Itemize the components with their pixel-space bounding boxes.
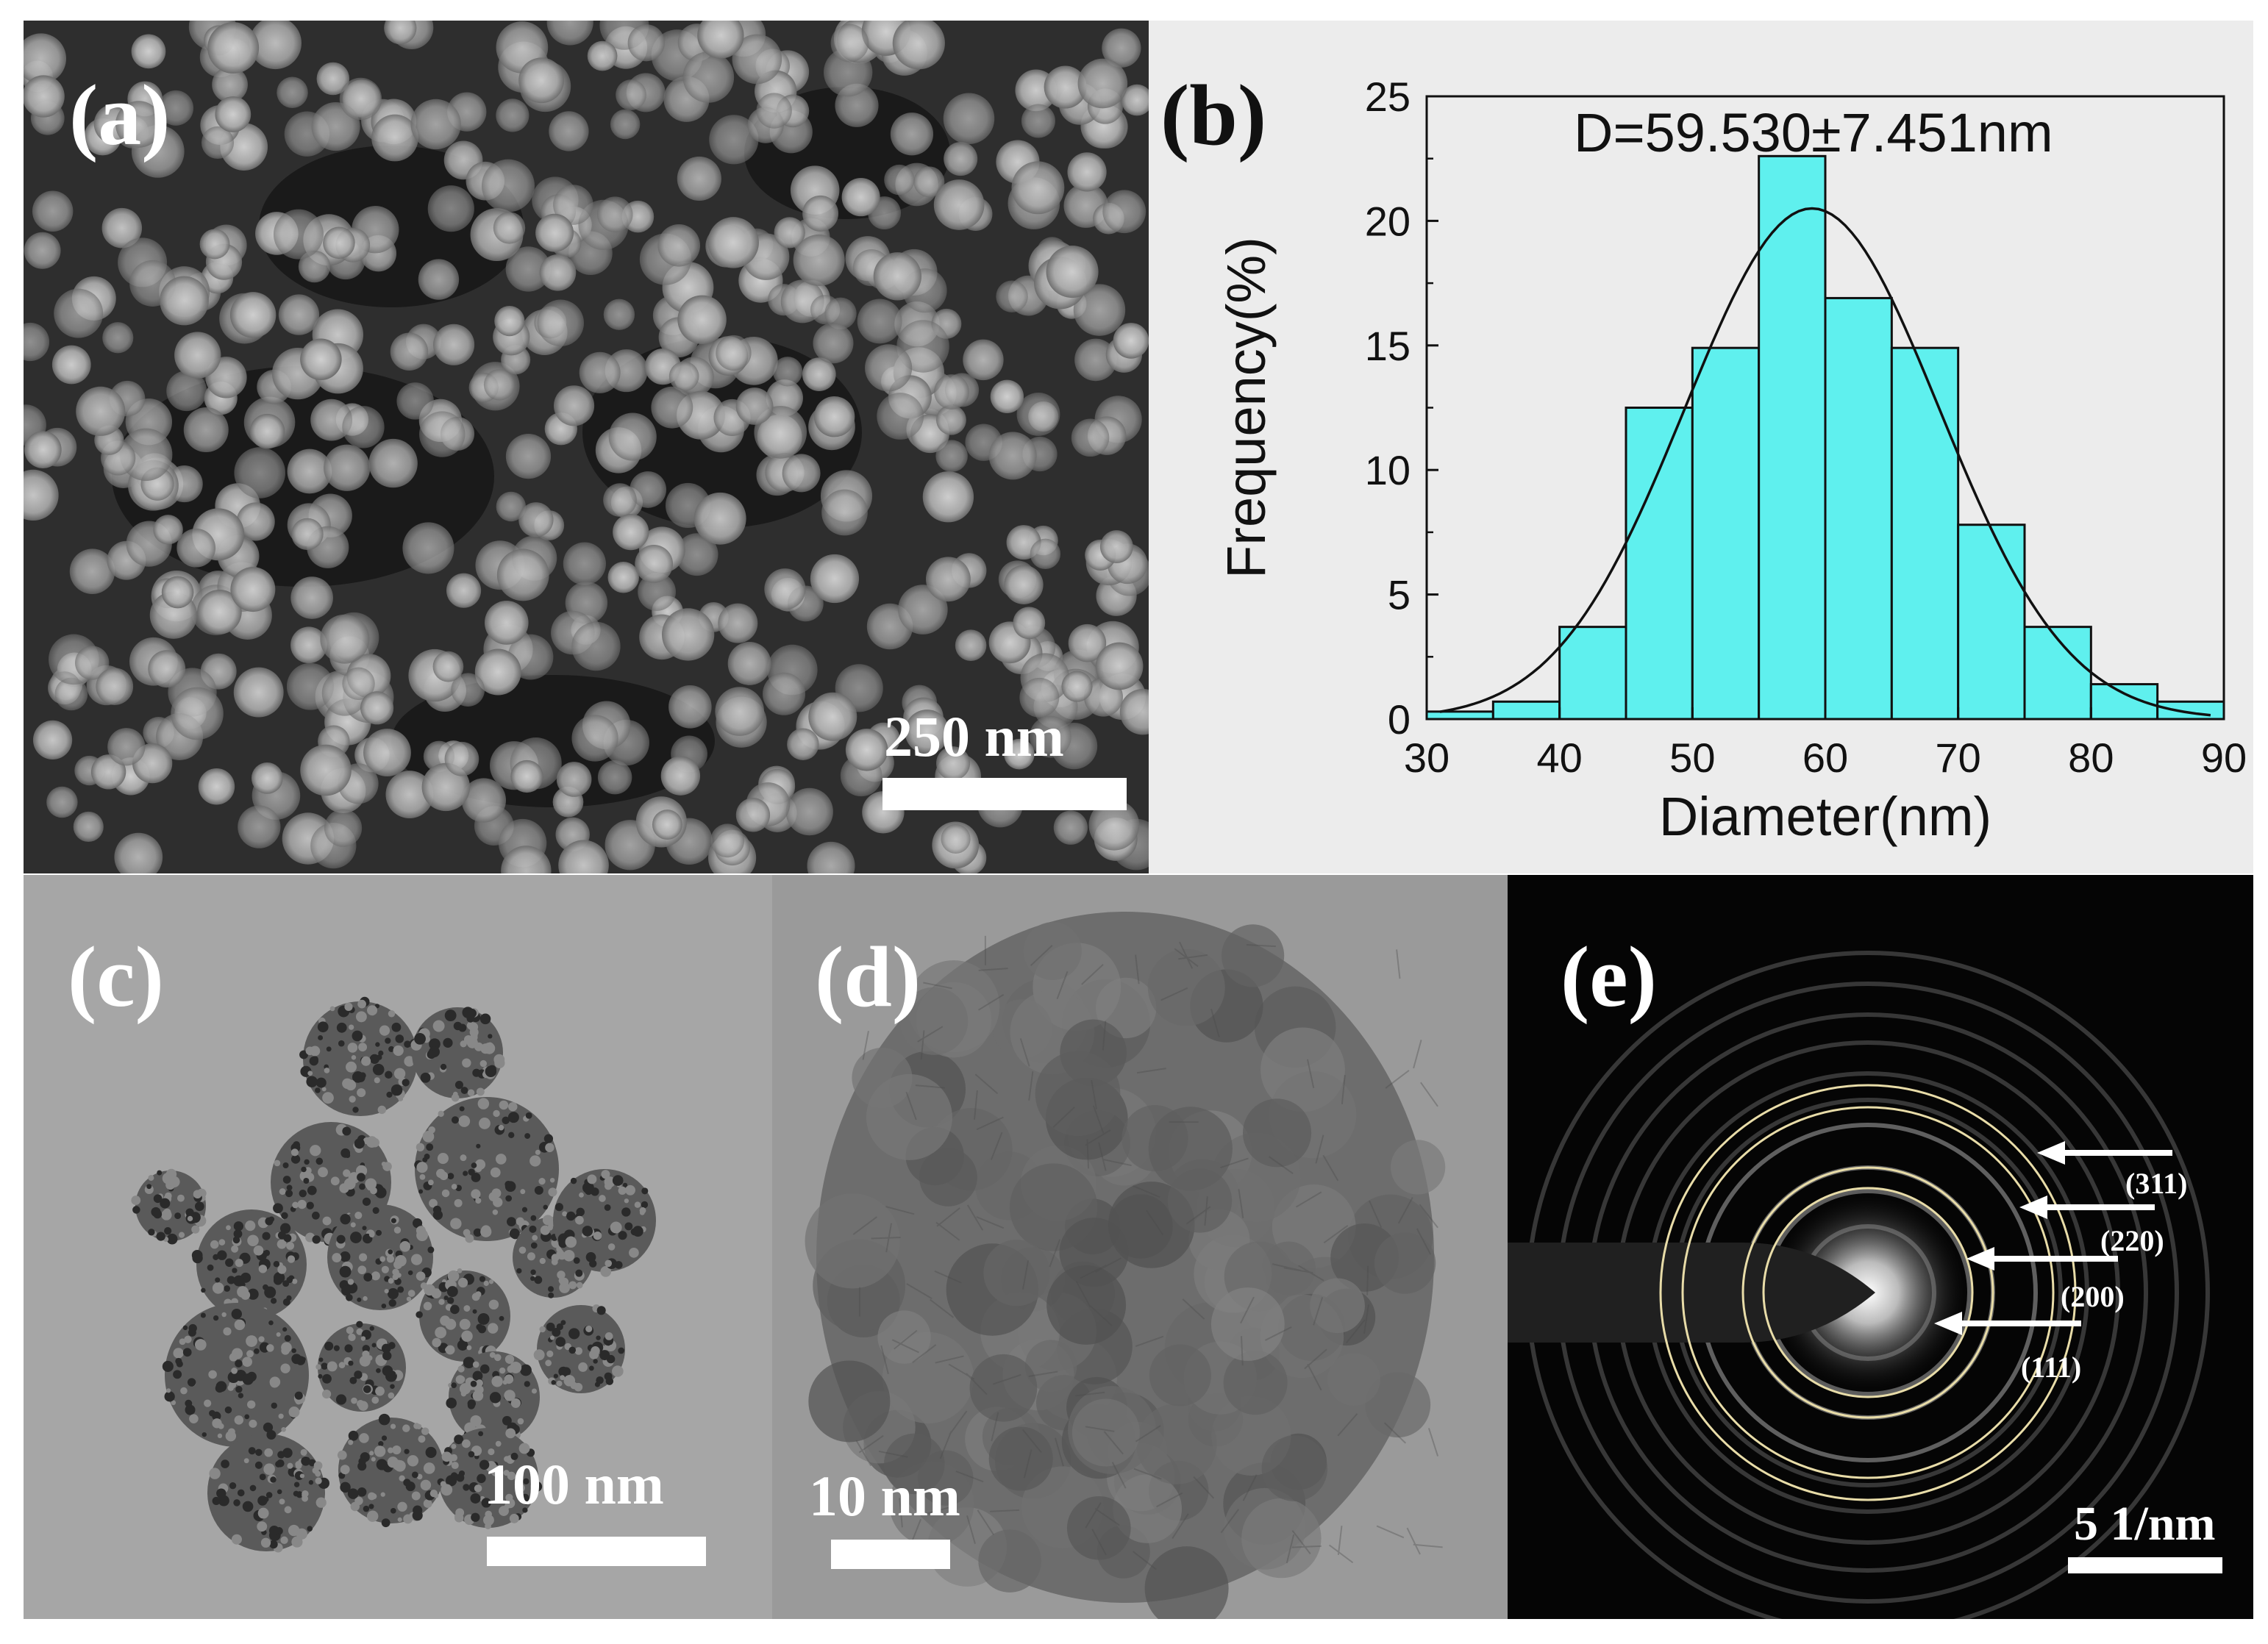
x-tick-label: 70 [1936, 735, 1981, 781]
panel-label-a: (a) [69, 67, 171, 163]
mean-diameter-annotation: D=59.530±7.451nm [1574, 102, 2053, 163]
sem-image-panel: (a) 250 nm [24, 21, 1149, 873]
scale-bar-d [831, 1540, 950, 1569]
x-tick-label: 80 [2068, 735, 2114, 781]
histogram-bar [1558, 626, 1627, 721]
y-tick-label: 25 [1365, 74, 1411, 120]
saed-pattern-panel: (e) (311) (220) (200) (111) 5 1/nm [1508, 875, 2253, 1619]
panel-label-e: (e) [1561, 929, 1657, 1025]
sem-image [24, 21, 1149, 873]
histogram-bar [1691, 346, 1761, 721]
scale-bar-label-a: 250 nm [884, 704, 1064, 768]
panel-label-b: (b) [1160, 67, 1267, 163]
ring-label-111: (111) [2021, 1351, 2082, 1384]
hrtem-image [772, 875, 1508, 1619]
scale-bar-label-c: 100 nm [484, 1452, 664, 1516]
nanoflower-clusters [131, 996, 656, 1553]
ring-label-200: (200) [2061, 1280, 2125, 1313]
scale-bar-c [487, 1537, 706, 1566]
histogram-bar [1758, 154, 1827, 721]
histogram-bar [2156, 700, 2225, 721]
scale-bar-label-e: 5 1/nm [2074, 1497, 2216, 1551]
y-tick-label: 10 [1365, 447, 1411, 493]
saed-pattern [1508, 951, 2210, 1619]
ring-arrows [1934, 1141, 2172, 1335]
beam-stop [1508, 1243, 1875, 1343]
histogram-bar [1824, 296, 1893, 721]
y-axis-title: Frequency(%) [1216, 237, 1277, 579]
dark-void [391, 675, 715, 807]
tem-image-panel: (c) 100 nm [24, 875, 772, 1619]
histogram-bar [1491, 700, 1561, 721]
histogram-bar [1425, 710, 1494, 721]
y-tick-label: 5 [1388, 572, 1411, 618]
panel-label-d: (d) [815, 929, 921, 1025]
tem-cluster-image [131, 996, 656, 1553]
histogram-panel: 30 40 50 60 70 80 90 0 5 10 15 20 25 Diameter(nm) Fr… [1149, 21, 2253, 873]
scale-bar-label-d: 10 nm [809, 1464, 960, 1528]
nanoparticle-field [24, 21, 1149, 873]
y-tick-label: 15 [1365, 323, 1411, 369]
indexed-rings [1659, 1084, 2077, 1501]
x-tick-label: 30 [1404, 735, 1449, 781]
ring-label-220: (220) [2100, 1224, 2164, 1257]
gaussian-fit-curve [1439, 207, 2211, 717]
histogram-bar [1957, 523, 2026, 721]
scale-bar-a [882, 778, 1127, 810]
x-tick-label: 90 [2201, 735, 2247, 781]
y-tick-label: 0 [1388, 696, 1411, 743]
histogram-bar [1625, 407, 1694, 721]
histogram-chart: 30 40 50 60 70 80 90 0 5 10 15 20 25 Diameter(nm) Fr… [1216, 74, 2247, 847]
x-tick-label: 40 [1537, 735, 1583, 781]
crystal-grains [805, 912, 1446, 1619]
histogram-bar [2023, 626, 2092, 721]
hrtem-image-panel: (d) 10 nm [772, 875, 1508, 1619]
histogram-bar [1890, 346, 1960, 721]
scale-bar-e [2068, 1557, 2222, 1573]
x-tick-label: 50 [1669, 735, 1715, 781]
x-tick-label: 60 [1802, 735, 1848, 781]
ring-label-311: (311) [2125, 1167, 2188, 1200]
panel-label-c: (c) [68, 929, 164, 1025]
x-axis-title: Diameter(nm) [1659, 786, 1991, 847]
y-tick-label: 20 [1365, 198, 1411, 244]
